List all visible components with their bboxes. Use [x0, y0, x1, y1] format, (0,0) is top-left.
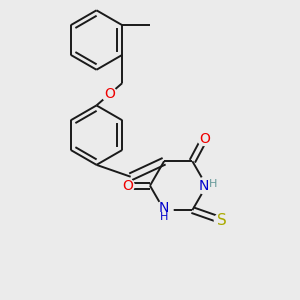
- Circle shape: [214, 213, 230, 228]
- Circle shape: [102, 87, 117, 102]
- Circle shape: [121, 179, 134, 192]
- Text: S: S: [217, 213, 227, 228]
- Text: O: O: [122, 179, 133, 193]
- Text: O: O: [104, 87, 115, 101]
- Circle shape: [155, 201, 173, 219]
- Text: N: N: [159, 201, 169, 215]
- Text: O: O: [199, 132, 210, 146]
- Text: H: H: [160, 212, 168, 222]
- Circle shape: [198, 177, 215, 195]
- Text: H: H: [209, 179, 217, 189]
- Circle shape: [198, 132, 211, 146]
- Text: N: N: [198, 179, 209, 193]
